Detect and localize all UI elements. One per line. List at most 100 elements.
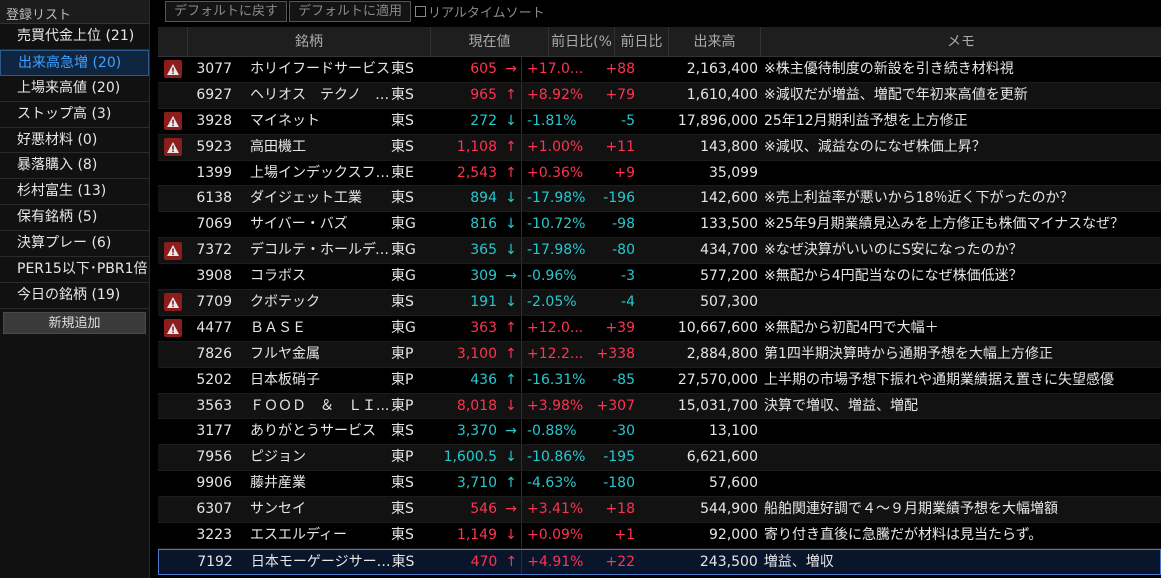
change-percent: +3.98% [521, 393, 586, 419]
table-row[interactable]: 1399 上場インデックスファン...東E 2,543 ↑+0.36% +9 35,099 [158, 160, 1161, 187]
table-row[interactable]: 9906 藤井産業 東S 3,710 ↑ -4.63% -180 57,600 [158, 471, 1161, 498]
watchlist-item[interactable]: 今日の銘柄 (19) [0, 283, 149, 309]
warning-icon[interactable] [164, 319, 182, 338]
watchlist-item[interactable]: 売買代金上位 (21) [0, 24, 149, 50]
volume: 92,000 [709, 527, 758, 544]
reset-default-button[interactable]: デフォルトに戻す [165, 1, 288, 22]
memo-text: 25年12月期利益予想を上方修正 [764, 112, 968, 129]
table-row[interactable]: 3223 エスエルディー 東S 1,149 ↓ +0.09% +1 92,000 寄り付き直後に… [158, 523, 1161, 549]
market-label: 東P [391, 449, 414, 466]
table-row[interactable]: 7069 サイバー・バズ 東G 816 ↓ -10.72% -98 133,500 ※25年9月… [158, 212, 1161, 239]
change-value: -196 [603, 190, 635, 207]
table-row[interactable]: 6927 ヘリオス テクノ ホー...東S 965 ↑+8.92% +79 1,610,4… [158, 82, 1161, 109]
watchlist-item[interactable]: 決算プレー (6) [0, 231, 149, 258]
trend-arrow: ↑ [505, 86, 517, 103]
watchlist-item[interactable]: PER15以下･PBR1倍以 [0, 257, 149, 283]
market-label: 東S [391, 475, 414, 492]
warning-cell [158, 238, 188, 263]
trend-arrow: → [505, 501, 517, 518]
volume: 10,667,600 [677, 319, 758, 336]
market-label: 東E [391, 164, 414, 181]
trend-arrow: ↓ [505, 242, 517, 259]
table-row[interactable]: 7192 日本モーゲージサービス 東S 470 ↑ +4.91% +22 243,500 増益、… [158, 548, 1161, 575]
warning-icon[interactable] [164, 60, 182, 79]
warning-cell [158, 368, 188, 393]
stock-grid: 銘柄 現在値 前日比(% 前日比 出来高 メモ 3077 ホリイフードサービス 東S… [158, 27, 1161, 575]
watchlist-item[interactable]: 保有銘柄 (5) [0, 205, 149, 232]
trend-arrow: ↓ [505, 397, 517, 414]
column-header-pct[interactable]: 前日比(% [549, 27, 615, 56]
warning-icon[interactable] [164, 293, 182, 312]
table-row[interactable]: 5202 日本板硝子 東P 436 ↑ -16.31% -85 27,570,000 上半期の市… [158, 367, 1161, 394]
warning-cell [158, 342, 188, 367]
watchlist-item[interactable]: 杉村富生 (13) [0, 179, 149, 206]
trend-arrow: ↓ [505, 112, 517, 129]
trend-arrow: ↓ [505, 527, 517, 544]
column-header-volume[interactable]: 出来高 [669, 27, 761, 56]
market-label: 東P [391, 397, 414, 414]
add-new-list-button[interactable]: 新規追加 [3, 311, 146, 334]
warning-icon[interactable] [164, 112, 182, 131]
realtime-sort-label: リアルタイムソート [428, 6, 545, 21]
table-row[interactable]: 7956 ピジョン 東P 1,600.5 ↓ -10.86% -195 6,621,600 [158, 445, 1161, 472]
watchlist-item[interactable]: 出来高急増 (20) [0, 49, 149, 76]
market-label: 東S [391, 112, 414, 129]
realtime-sort-checkbox[interactable]: リアルタイムソート [415, 2, 545, 21]
market-label: 東G [391, 319, 416, 336]
market-label: 東P [391, 345, 414, 362]
toolbar: デフォルトに戻す デフォルトに適用 リアルタイムソート [165, 0, 545, 23]
trend-arrow: → [505, 423, 517, 440]
trend-arrow: ↓ [505, 216, 517, 233]
table-row[interactable]: 6138 ダイジェット工業 東S 894 ↓ -17.98% -196 142,600 ※売上利… [158, 186, 1161, 213]
warning-icon[interactable] [164, 241, 182, 260]
table-row[interactable]: 3077 ホリイフードサービス 東S 605 → +17.0... +88 2,163,400… [158, 57, 1161, 83]
table-row[interactable]: 6307 サンセイ 東S 546 → +3.41% +18 544,900 船舶関連好調で４～９… [158, 497, 1161, 524]
warning-icon[interactable] [164, 138, 182, 157]
change-value: -85 [612, 371, 635, 388]
column-header-icon[interactable] [158, 27, 188, 56]
table-row[interactable]: 7372 デコルテ・ホールディングス東G 365 ↓-17.98% -80 434,700… [158, 238, 1161, 265]
column-header-memo[interactable]: メモ [947, 34, 975, 50]
warning-cell [158, 264, 188, 289]
watchlist-item[interactable]: ストップ高 (3) [0, 102, 149, 128]
current-price: 436 [470, 371, 497, 388]
table-row[interactable]: 5923 高田機工 東S 1,108 ↑ +1.00% +11 143,800 ※減収、減益なの… [158, 134, 1161, 161]
stock-code: 6138 [196, 190, 232, 207]
table-row[interactable]: 3928 マイネット 東S 272 ↓ -1.81% -5 17,896,000 25年12月期… [158, 108, 1161, 135]
change-percent: -16.31% [521, 367, 586, 393]
column-header-change[interactable]: 前日比 [615, 27, 669, 56]
change-percent: +17.0... [521, 57, 586, 82]
table-row[interactable]: 3177 ありがとうサービス 東S 3,370 → -0.88% -30 13,100 [158, 419, 1161, 446]
checkbox-box[interactable] [415, 6, 427, 17]
trend-arrow: ↑ [505, 164, 517, 181]
market-label: 東S [391, 527, 414, 544]
volume: 143,800 [700, 138, 758, 155]
memo-text [761, 290, 1161, 315]
apply-default-button[interactable]: デフォルトに適用 [289, 1, 412, 22]
change-percent: +0.36% [521, 160, 586, 186]
table-row[interactable]: 7709 クボテック 東S 191 ↓ -2.05% -4 507,300 [158, 290, 1161, 316]
column-header-name[interactable]: 銘柄 [188, 27, 431, 56]
table-row[interactable]: 7826 フルヤ金属 東P 3,100 ↑ +12.2... +338 2,884,800 第1… [158, 341, 1161, 368]
change-percent: -0.88% [521, 419, 586, 445]
volume: 6,621,600 [686, 449, 758, 466]
table-row[interactable]: 4477 ＢＡＳＥ 東G 363 ↑ +12.0... +39 10,667,600 ※無配から… [158, 315, 1161, 342]
current-price: 2,543 [456, 164, 497, 181]
stock-code: 7192 [197, 553, 233, 570]
watchlist-item[interactable]: 暴落購入 (8) [0, 153, 149, 180]
stock-code: 7709 [196, 294, 232, 311]
volume: 2,884,800 [686, 345, 758, 362]
column-header-price[interactable]: 現在値 [431, 27, 549, 56]
warning-cell [158, 394, 188, 419]
current-price: 272 [470, 112, 497, 129]
current-price: 3,370 [456, 423, 497, 440]
table-row[interactable]: 3908 コラボス 東G 309 → -0.96% -3 577,200 ※無配から4円配当なの… [158, 264, 1161, 291]
stock-name: サンセイ [250, 501, 306, 518]
watchlist-item[interactable]: 上場来高値 (20) [0, 76, 149, 102]
table-row[interactable]: 3563 ＦＯＯＤ ＆ ＬＩ... 東P 8,018 ↓ +3.98% +307 15,031… [158, 393, 1161, 420]
watchlist-item[interactable]: 好悪材料 (0) [0, 128, 149, 154]
warning-cell [159, 550, 189, 574]
change-value: -80 [612, 242, 635, 259]
memo-text: 増益、増収 [763, 553, 834, 570]
change-value: +9 [614, 164, 635, 181]
